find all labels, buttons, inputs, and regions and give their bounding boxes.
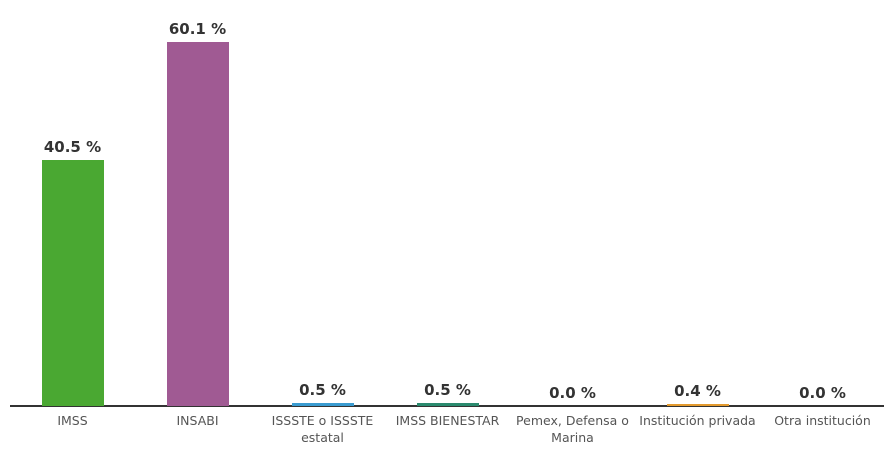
value-label: 0.5 %	[299, 380, 346, 399]
x-tick-label: Otra institución	[774, 413, 871, 428]
x-tick-label: IMSS BIENESTAR	[395, 413, 500, 428]
value-label: 60.1 %	[168, 19, 227, 38]
x-tick-label: IMSS	[57, 413, 88, 428]
value-label: 0.4 %	[674, 381, 721, 400]
bar	[41, 160, 104, 406]
value-label: 40.5 %	[43, 138, 102, 157]
bar	[666, 403, 729, 406]
bar	[166, 41, 229, 406]
bar	[416, 402, 479, 406]
x-tick-label: INSABI	[176, 413, 219, 428]
value-label: 0.5 %	[424, 380, 471, 399]
bar	[291, 402, 354, 406]
x-tick-label: Pemex, Defensa o Marina	[516, 413, 629, 445]
value-label: 0.0 %	[549, 384, 596, 402]
x-tick-label: ISSSTE o ISSSTE estatal	[271, 413, 374, 445]
value-label: 0.0 %	[799, 384, 846, 402]
baseline	[10, 405, 884, 407]
x-tick-label: Institución privada	[639, 413, 756, 428]
